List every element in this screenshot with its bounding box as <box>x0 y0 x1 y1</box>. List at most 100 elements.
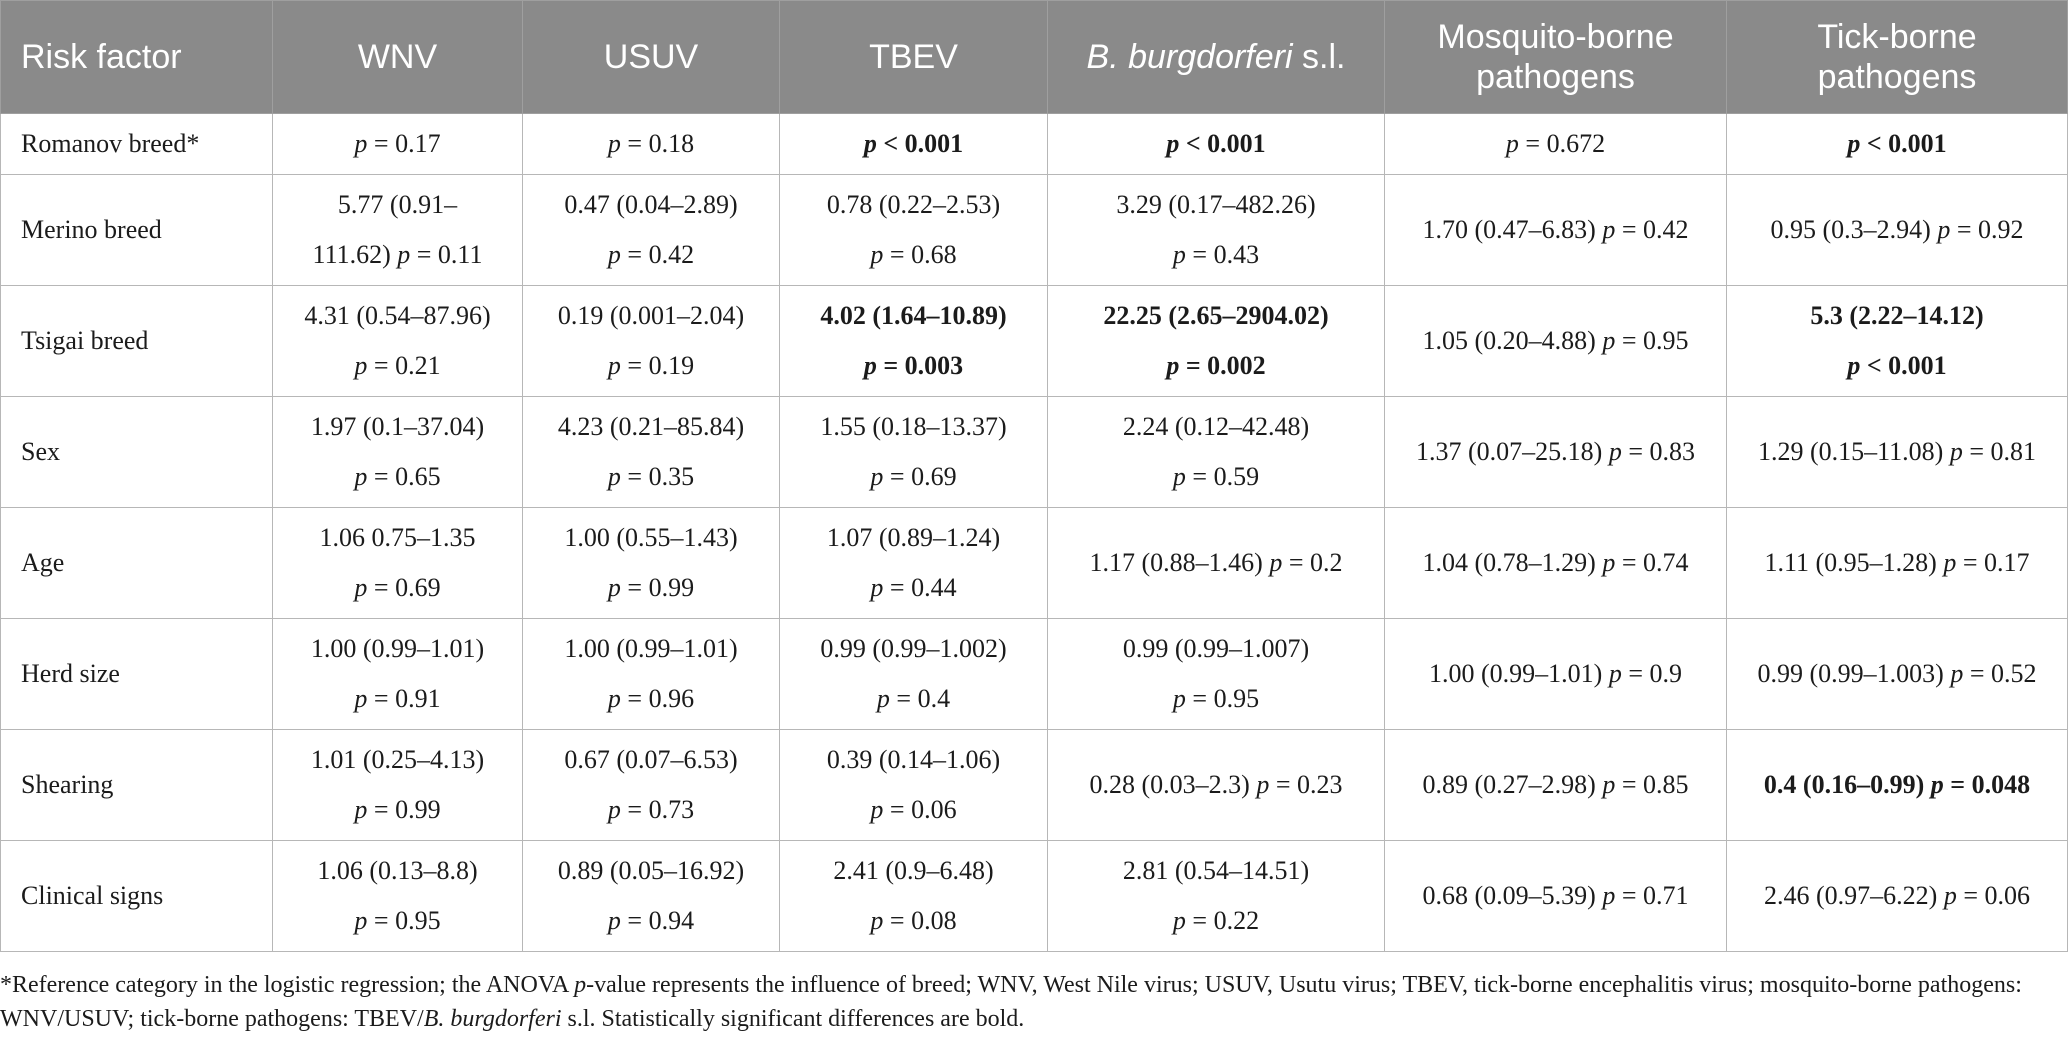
cell-line: 1.29 (0.15–11.08) p = 0.81 <box>1757 437 2037 466</box>
table-row: Romanov breed* p = 0.17 p = 0.18 p < 0.001 p… <box>0 113 2068 175</box>
cell-line: 5.3 (2.22–14.12) <box>1810 301 1984 330</box>
cell-line: 1.00 (0.55–1.43) <box>564 523 738 552</box>
cell-line: p = 0.44 <box>870 573 957 602</box>
header-mosquito-borne: Mosquito-borne pathogens <box>1384 0 1727 114</box>
table-cell: 1.00 (0.55–1.43) p = 0.99 <box>522 507 780 619</box>
cell-line: 2.46 (0.97–6.22) p = 0.06 <box>1764 881 2030 910</box>
table-cell: 0.68 (0.09–5.39) p = 0.71 <box>1384 840 1727 952</box>
table-cell: 1.11 (0.95–1.28) p = 0.17 <box>1726 507 2068 619</box>
cell-line: p = 0.73 <box>607 795 695 824</box>
cell-line: 111.62) p = 0.11 <box>312 240 483 269</box>
table-cell: p = 0.17 <box>272 113 523 175</box>
table-cell: 3.29 (0.17–482.26) p = 0.43 <box>1047 174 1385 286</box>
table-row: Herd size 1.00 (0.99–1.01) p = 0.91 1.00 (0… <box>0 618 2068 730</box>
cell-line: p = 0.95 <box>354 906 441 935</box>
table-cell: 1.70 (0.47–6.83) p = 0.42 <box>1384 174 1727 286</box>
cell-line: p = 0.42 <box>607 240 695 269</box>
header-row: Risk factor WNV USUV TBEV B. burgdorferi… <box>0 0 2068 114</box>
cell-line: 3.29 (0.17–482.26) <box>1116 190 1316 219</box>
cell-line: p = 0.35 <box>607 462 695 491</box>
cell-line: p = 0.21 <box>354 351 441 380</box>
cell-line: 1.06 0.75–1.35 <box>319 523 476 552</box>
table-cell: p < 0.001 <box>1726 113 2068 175</box>
cell-line: 1.05 (0.20–4.88) p = 0.95 <box>1422 326 1689 355</box>
cell-line: p = 0.59 <box>1172 462 1260 491</box>
cell-line: p = 0.69 <box>870 462 957 491</box>
cell-line: 0.28 (0.03–2.3) p = 0.23 <box>1089 770 1343 799</box>
cell-line: 0.67 (0.07–6.53) <box>564 745 738 774</box>
cell-line: 2.24 (0.12–42.48) <box>1122 412 1310 441</box>
cell-line: p < 0.001 <box>1847 351 1947 380</box>
cell-line: p = 0.4 <box>876 684 951 713</box>
table-cell: 1.00 (0.99–1.01) p = 0.91 <box>272 618 523 730</box>
cell-line: 1.00 (0.99–1.01) <box>564 634 738 663</box>
table-cell: 0.19 (0.001–2.04) p = 0.19 <box>522 285 780 397</box>
cell-line: 0.47 (0.04–2.89) <box>564 190 738 219</box>
table-cell: 1.04 (0.78–1.29) p = 0.74 <box>1384 507 1727 619</box>
cell-line: 2.81 (0.54–14.51) <box>1122 856 1310 885</box>
table-footnote: *Reference category in the logistic regr… <box>0 972 2022 1032</box>
cell-line: p = 0.003 <box>863 351 964 380</box>
cell-line: p < 0.001 <box>1847 129 1947 158</box>
table-cell: 4.31 (0.54–87.96) p = 0.21 <box>272 285 523 397</box>
cell-line: 0.89 (0.05–16.92) <box>557 856 745 885</box>
table-cell: 2.41 (0.9–6.48) p = 0.08 <box>779 840 1048 952</box>
cell-line: p = 0.95 <box>1172 684 1260 713</box>
cell-line: p = 0.91 <box>354 684 441 713</box>
table-cell: 1.17 (0.88–1.46) p = 0.2 <box>1047 507 1385 619</box>
cell-line: p = 0.99 <box>354 795 441 824</box>
risk-factor-label: Age <box>0 507 273 619</box>
risk-factor-label: Merino breed <box>0 174 273 286</box>
risk-factor-label: Romanov breed* <box>0 113 273 175</box>
table-cell: p = 0.672 <box>1384 113 1727 175</box>
risk-factor-label: Sex <box>0 396 273 508</box>
header-usuv: USUV <box>522 0 780 114</box>
cell-line: 1.06 (0.13–8.8) <box>317 856 478 885</box>
table-cell: 2.24 (0.12–42.48) p = 0.59 <box>1047 396 1385 508</box>
table-cell: 0.28 (0.03–2.3) p = 0.23 <box>1047 729 1385 841</box>
table-cell: 0.99 (0.99–1.002) p = 0.4 <box>779 618 1048 730</box>
cell-line: 0.4 (0.16–0.99) p = 0.048 <box>1763 770 2031 799</box>
risk-factor-label: Tsigai breed <box>0 285 273 397</box>
header-tbev: TBEV <box>779 0 1048 114</box>
table-row: Tsigai breed 4.31 (0.54–87.96) p = 0.21 0.1… <box>0 285 2068 397</box>
table-cell: 2.81 (0.54–14.51) p = 0.22 <box>1047 840 1385 952</box>
table-cell: 2.46 (0.97–6.22) p = 0.06 <box>1726 840 2068 952</box>
cell-line: 0.89 (0.27–2.98) p = 0.85 <box>1422 770 1689 799</box>
table-container: Risk factor WNV USUV TBEV B. burgdorferi… <box>0 0 2068 952</box>
table-row: Clinical signs 1.06 (0.13–8.8) p = 0.95 0.8… <box>0 840 2068 952</box>
risk-factor-table: Risk factor WNV USUV TBEV B. burgdorferi… <box>0 0 2068 952</box>
cell-line: 1.04 (0.78–1.29) p = 0.74 <box>1422 548 1689 577</box>
cell-line: p = 0.672 <box>1505 129 1606 158</box>
cell-line: p = 0.43 <box>1172 240 1260 269</box>
header-tick-borne: Tick-borne pathogens <box>1726 0 2068 114</box>
cell-line: 0.99 (0.99–1.002) <box>820 634 1007 663</box>
cell-line: 1.00 (0.99–1.01) p = 0.9 <box>1429 659 1682 688</box>
risk-factor-label: Herd size <box>0 618 273 730</box>
table-cell: 0.95 (0.3–2.94) p = 0.92 <box>1726 174 2068 286</box>
cell-line: 4.23 (0.21–85.84) <box>557 412 745 441</box>
table-cell: 0.89 (0.05–16.92) p = 0.94 <box>522 840 780 952</box>
table-cell: 1.00 (0.99–1.01) p = 0.9 <box>1384 618 1727 730</box>
cell-line: 1.55 (0.18–13.37) <box>820 412 1007 441</box>
cell-line: 0.39 (0.14–1.06) <box>826 745 1001 774</box>
table-body: Romanov breed* p = 0.17 p = 0.18 p < 0.001 p… <box>0 113 2068 952</box>
table-cell: 0.78 (0.22–2.53) p = 0.68 <box>779 174 1048 286</box>
cell-line: 1.37 (0.07–25.18) p = 0.83 <box>1416 437 1695 466</box>
table-row: Merino breed 5.77 (0.91– 111.62) p = 0.11 0… <box>0 174 2068 286</box>
table-cell: 0.47 (0.04–2.89) p = 0.42 <box>522 174 780 286</box>
table-cell: 1.37 (0.07–25.18) p = 0.83 <box>1384 396 1727 508</box>
cell-line: 0.95 (0.3–2.94) p = 0.92 <box>1770 215 2024 244</box>
table-cell: 1.55 (0.18–13.37) p = 0.69 <box>779 396 1048 508</box>
cell-line: p < 0.001 <box>863 129 964 158</box>
table-cell: 0.99 (0.99–1.007) p = 0.95 <box>1047 618 1385 730</box>
table-cell: 22.25 (2.65–2904.02) p = 0.002 <box>1047 285 1385 397</box>
header-risk-factor: Risk factor <box>0 0 273 114</box>
table-cell: 0.89 (0.27–2.98) p = 0.85 <box>1384 729 1727 841</box>
cell-line: p = 0.69 <box>354 573 441 602</box>
table-cell: 5.3 (2.22–14.12) p < 0.001 <box>1726 285 2068 397</box>
cell-line: 1.11 (0.95–1.28) p = 0.17 <box>1764 548 2030 577</box>
cell-line: p < 0.001 <box>1166 129 1266 158</box>
cell-line: 1.00 (0.99–1.01) <box>310 634 485 663</box>
cell-line: p = 0.002 <box>1166 351 1266 380</box>
